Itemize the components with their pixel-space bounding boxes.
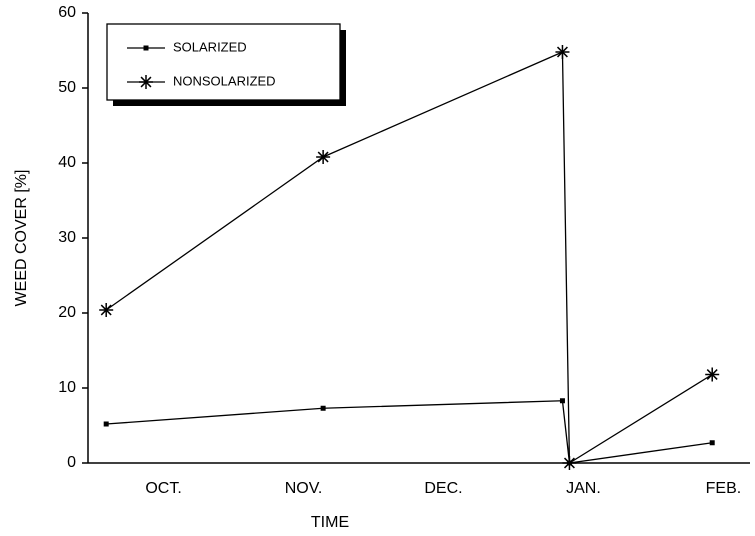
x-tick-label: OCT.	[145, 480, 181, 497]
y-tick-label: 30	[58, 229, 76, 246]
marker-stroke	[140, 76, 152, 88]
x-tick-label: DEC.	[424, 480, 462, 497]
square-marker	[559, 398, 565, 404]
series-line	[105, 51, 713, 465]
marker-stroke	[706, 369, 718, 380]
x-axis-title: TIME	[311, 514, 349, 531]
x-tick-label: FEB.	[706, 480, 742, 497]
legend-label: NONSOLARIZED	[173, 73, 276, 88]
star-marker	[562, 456, 577, 470]
marker-square	[709, 440, 715, 446]
legend-label: SOLARIZED	[173, 39, 247, 54]
series-line	[106, 400, 713, 464]
y-tick-label: 50	[58, 79, 76, 96]
square-marker	[103, 421, 109, 427]
marker-square	[103, 421, 109, 427]
star-marker	[99, 303, 114, 317]
marker-stroke	[556, 46, 568, 58]
y-tick-label: 0	[67, 454, 76, 471]
star-marker	[139, 75, 153, 89]
star-marker	[705, 367, 720, 382]
y-tick-label: 10	[58, 379, 76, 396]
x-tick-label: NOV.	[285, 480, 323, 497]
square-marker	[709, 440, 715, 446]
marker-stroke	[100, 304, 112, 316]
y-tick-label: 20	[58, 304, 76, 321]
y-axis-title: WEED COVER [%]	[13, 170, 30, 307]
star-marker	[316, 150, 331, 164]
x-tick-label: JAN.	[566, 480, 601, 497]
legend-box	[106, 23, 341, 101]
marker-square	[320, 405, 326, 411]
y-tick-label: 40	[58, 154, 76, 171]
square-marker	[320, 405, 326, 411]
marker-stroke	[563, 457, 575, 469]
y-tick-label: 60	[58, 4, 76, 21]
star-marker	[555, 45, 570, 59]
square-marker	[143, 45, 149, 51]
marker-square	[143, 45, 149, 51]
marker-stroke	[317, 151, 329, 163]
marker-square	[559, 398, 565, 404]
